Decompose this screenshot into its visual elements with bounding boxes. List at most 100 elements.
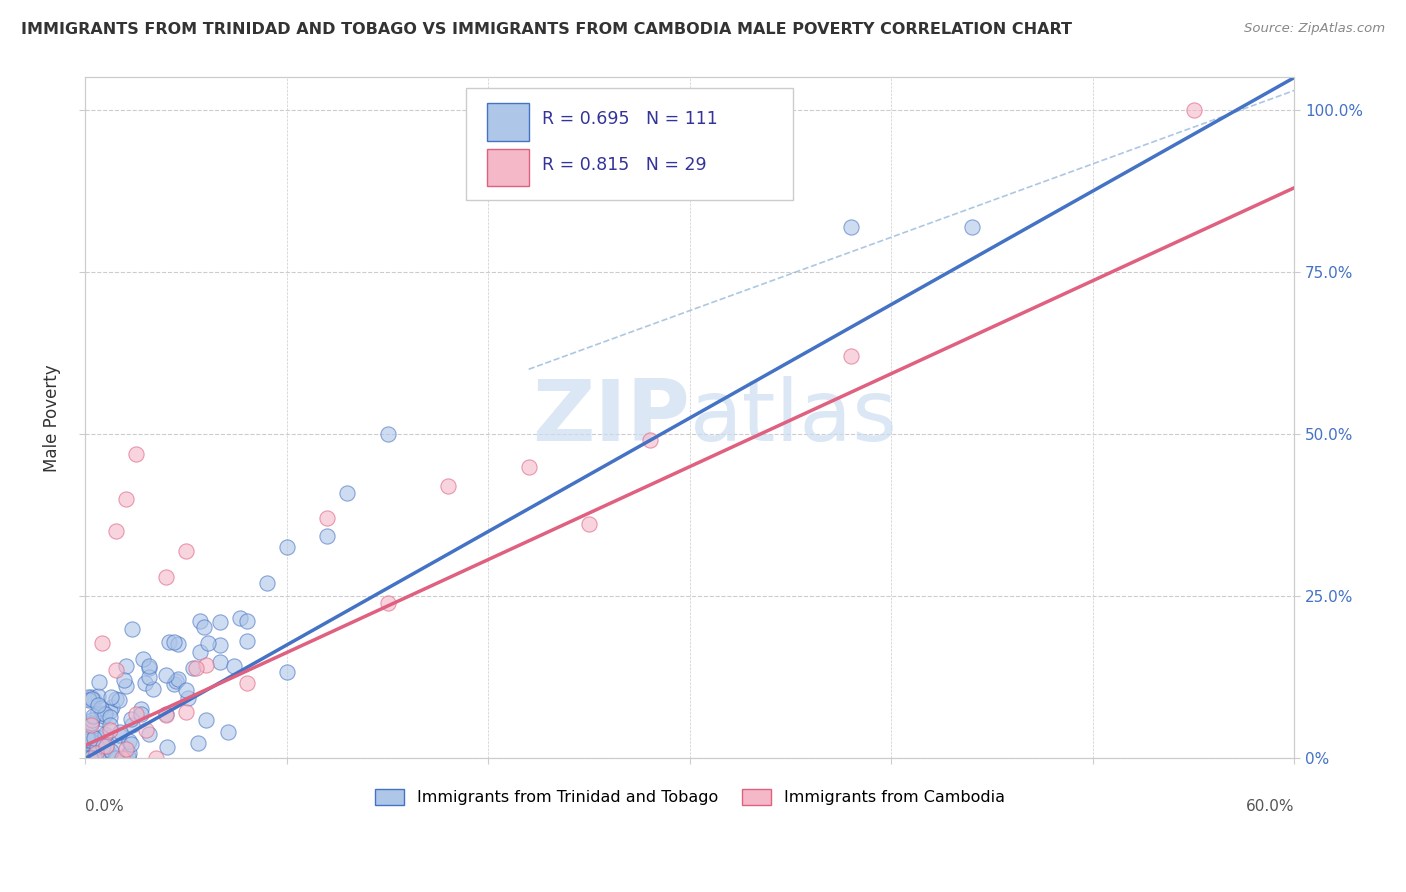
Point (87, 698, 110, 712)
Point (188, 615, 211, 629)
Point (276, 540, 298, 554)
Point (165, 673, 187, 688)
Point (1182, 103, 1205, 117)
Point (90, 751, 112, 765)
Point (118, 734, 141, 748)
Point (155, 570, 177, 584)
Point (208, 615, 231, 630)
Point (166, 672, 188, 686)
Point (162, 677, 184, 691)
Point (107, 693, 129, 707)
Point (76, 733, 98, 747)
Point (84, 747, 107, 761)
Point (377, 426, 399, 441)
Point (76, 751, 98, 765)
Point (111, 751, 134, 765)
Point (101, 700, 124, 714)
Point (155, 707, 177, 722)
Point (104, 692, 127, 706)
Point (98, 710, 121, 724)
Point (104, 524, 127, 539)
Point (155, 668, 177, 682)
Point (94, 739, 117, 753)
Point (80, 690, 103, 705)
Point (76, 731, 98, 746)
Point (76, 751, 98, 765)
Point (114, 751, 136, 765)
Point (174, 544, 197, 558)
Point (120, 712, 142, 726)
Point (91, 739, 114, 754)
Point (86, 740, 108, 755)
Point (187, 736, 209, 750)
Point (125, 707, 148, 722)
Point (134, 676, 156, 690)
Point (87, 751, 110, 765)
Point (77, 690, 100, 705)
Point (188, 645, 211, 659)
Point (98, 723, 121, 737)
Point (195, 713, 218, 727)
Point (90, 713, 112, 727)
Point (256, 576, 278, 591)
Point (145, 751, 167, 765)
Point (90, 636, 112, 650)
Point (121, 718, 143, 732)
Point (224, 658, 246, 673)
Bar (486, 103, 529, 141)
Point (162, 634, 184, 648)
Point (138, 670, 160, 684)
Point (80, 715, 103, 730)
Point (138, 659, 160, 673)
Point (105, 751, 128, 765)
Point (117, 749, 139, 764)
Point (80, 718, 103, 732)
Point (517, 459, 540, 474)
Point (437, 479, 460, 493)
Point (83, 731, 105, 745)
Point (183, 661, 205, 675)
Point (76, 730, 98, 744)
Point (276, 665, 298, 679)
Point (90, 706, 112, 720)
Point (80, 751, 103, 765)
Point (174, 705, 197, 719)
Point (107, 728, 129, 742)
Point (94, 729, 117, 743)
Point (132, 652, 155, 666)
Point (76, 748, 98, 763)
Point (76, 692, 98, 706)
Text: 60.0%: 60.0% (1246, 799, 1295, 814)
Point (77, 692, 100, 706)
Point (235, 676, 257, 690)
Point (235, 615, 257, 629)
Point (121, 622, 143, 636)
Point (638, 434, 661, 448)
Point (108, 724, 131, 739)
Point (93, 747, 115, 761)
Text: R = 0.695   N = 111: R = 0.695 N = 111 (543, 110, 718, 128)
Point (93, 707, 115, 722)
Point (129, 706, 152, 721)
Point (117, 751, 139, 765)
Point (336, 486, 359, 500)
Point (316, 511, 339, 525)
Point (83, 751, 105, 765)
Point (80, 716, 103, 731)
Point (209, 655, 232, 669)
Point (80, 713, 103, 727)
Point (112, 673, 135, 687)
Point (93, 709, 115, 723)
Point (120, 737, 142, 751)
Point (98, 704, 121, 718)
Point (110, 738, 132, 752)
Point (157, 635, 180, 649)
Point (83, 732, 105, 747)
Point (100, 690, 122, 705)
Point (79, 733, 101, 747)
Point (316, 529, 339, 543)
Legend: Immigrants from Trinidad and Tobago, Immigrants from Cambodia: Immigrants from Trinidad and Tobago, Imm… (368, 782, 1011, 812)
Point (79, 751, 101, 765)
Point (209, 638, 232, 652)
Point (93, 739, 115, 753)
